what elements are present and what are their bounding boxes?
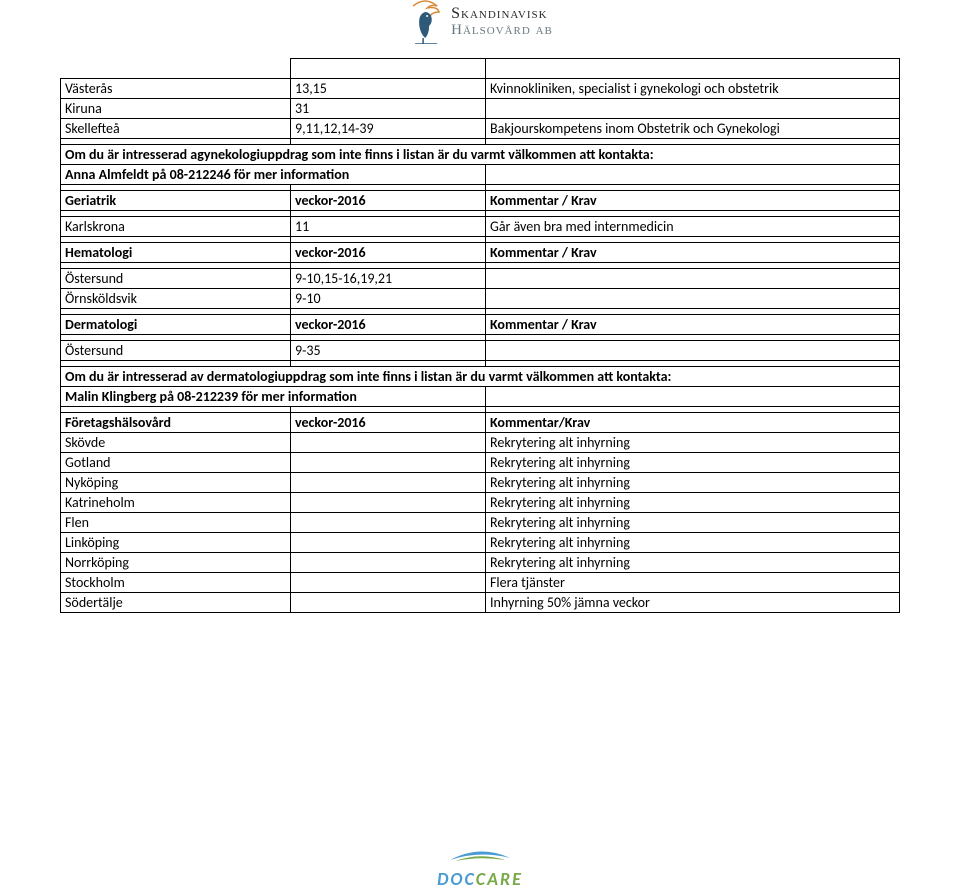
table-row: Västerås13,15Kvinnokliniken, specialist … [61, 79, 900, 99]
note-row: Om du är intresserad agynekologiuppdrag … [61, 145, 900, 165]
table-row: StockholmFlera tjänster [61, 573, 900, 593]
table-row: SödertäljeInhyrning 50% jämna veckor [61, 593, 900, 613]
table-row: Östersund9-10,15-16,19,21 [61, 269, 900, 289]
table-row: Skellefteå9,11,12,14-39Bakjourskompetens… [61, 119, 900, 139]
section-header: Hematologiveckor-2016Kommentar / Krav [61, 243, 900, 263]
note-row: Om du är intresserad av dermatologiuppdr… [61, 367, 900, 387]
section-header: Dermatologiveckor-2016Kommentar / Krav [61, 315, 900, 335]
table-row: Kiruna31 [61, 99, 900, 119]
note-row: Anna Almfeldt på 08-212246 för mer infor… [61, 165, 900, 185]
brand-line1: Skandinavisk [451, 6, 553, 23]
table-row: KatrineholmRekrytering alt inhyrning [61, 493, 900, 513]
footer-care: CARE [476, 868, 523, 890]
table-row: LinköpingRekrytering alt inhyrning [61, 533, 900, 553]
table-row: GotlandRekrytering alt inhyrning [61, 453, 900, 473]
table-row: FlenRekrytering alt inhyrning [61, 513, 900, 533]
note-row: Malin Klingberg på 08-212239 för mer inf… [61, 387, 900, 407]
section-header: Företagshälsovårdveckor-2016Kommentar/Kr… [61, 413, 900, 433]
table-row: NyköpingRekrytering alt inhyrning [61, 473, 900, 493]
footer-wordmark: DOCCARE [437, 868, 523, 890]
table-row: Karlskrona11Går även bra med internmedic… [61, 217, 900, 237]
table-row: Örnsköldsvik9-10 [61, 289, 900, 309]
brand-line2: Hälsovård ab [451, 23, 553, 39]
brand-text: Skandinavisk Hälsovård ab [451, 6, 553, 39]
swoosh-icon [445, 848, 515, 862]
footer-doc: DOC [437, 868, 476, 890]
main-table: Västerås13,15Kvinnokliniken, specialist … [60, 58, 900, 613]
table-row: SkövdeRekrytering alt inhyrning [61, 433, 900, 453]
footer-logo: DOCCARE [437, 848, 523, 890]
table-row: Östersund9-35 [61, 341, 900, 361]
section-header: Geriatrikveckor-2016Kommentar / Krav [61, 191, 900, 211]
header-logo: Skandinavisk Hälsovård ab [407, 0, 553, 44]
bird-icon [407, 0, 443, 44]
table-row: NorrköpingRekrytering alt inhyrning [61, 553, 900, 573]
